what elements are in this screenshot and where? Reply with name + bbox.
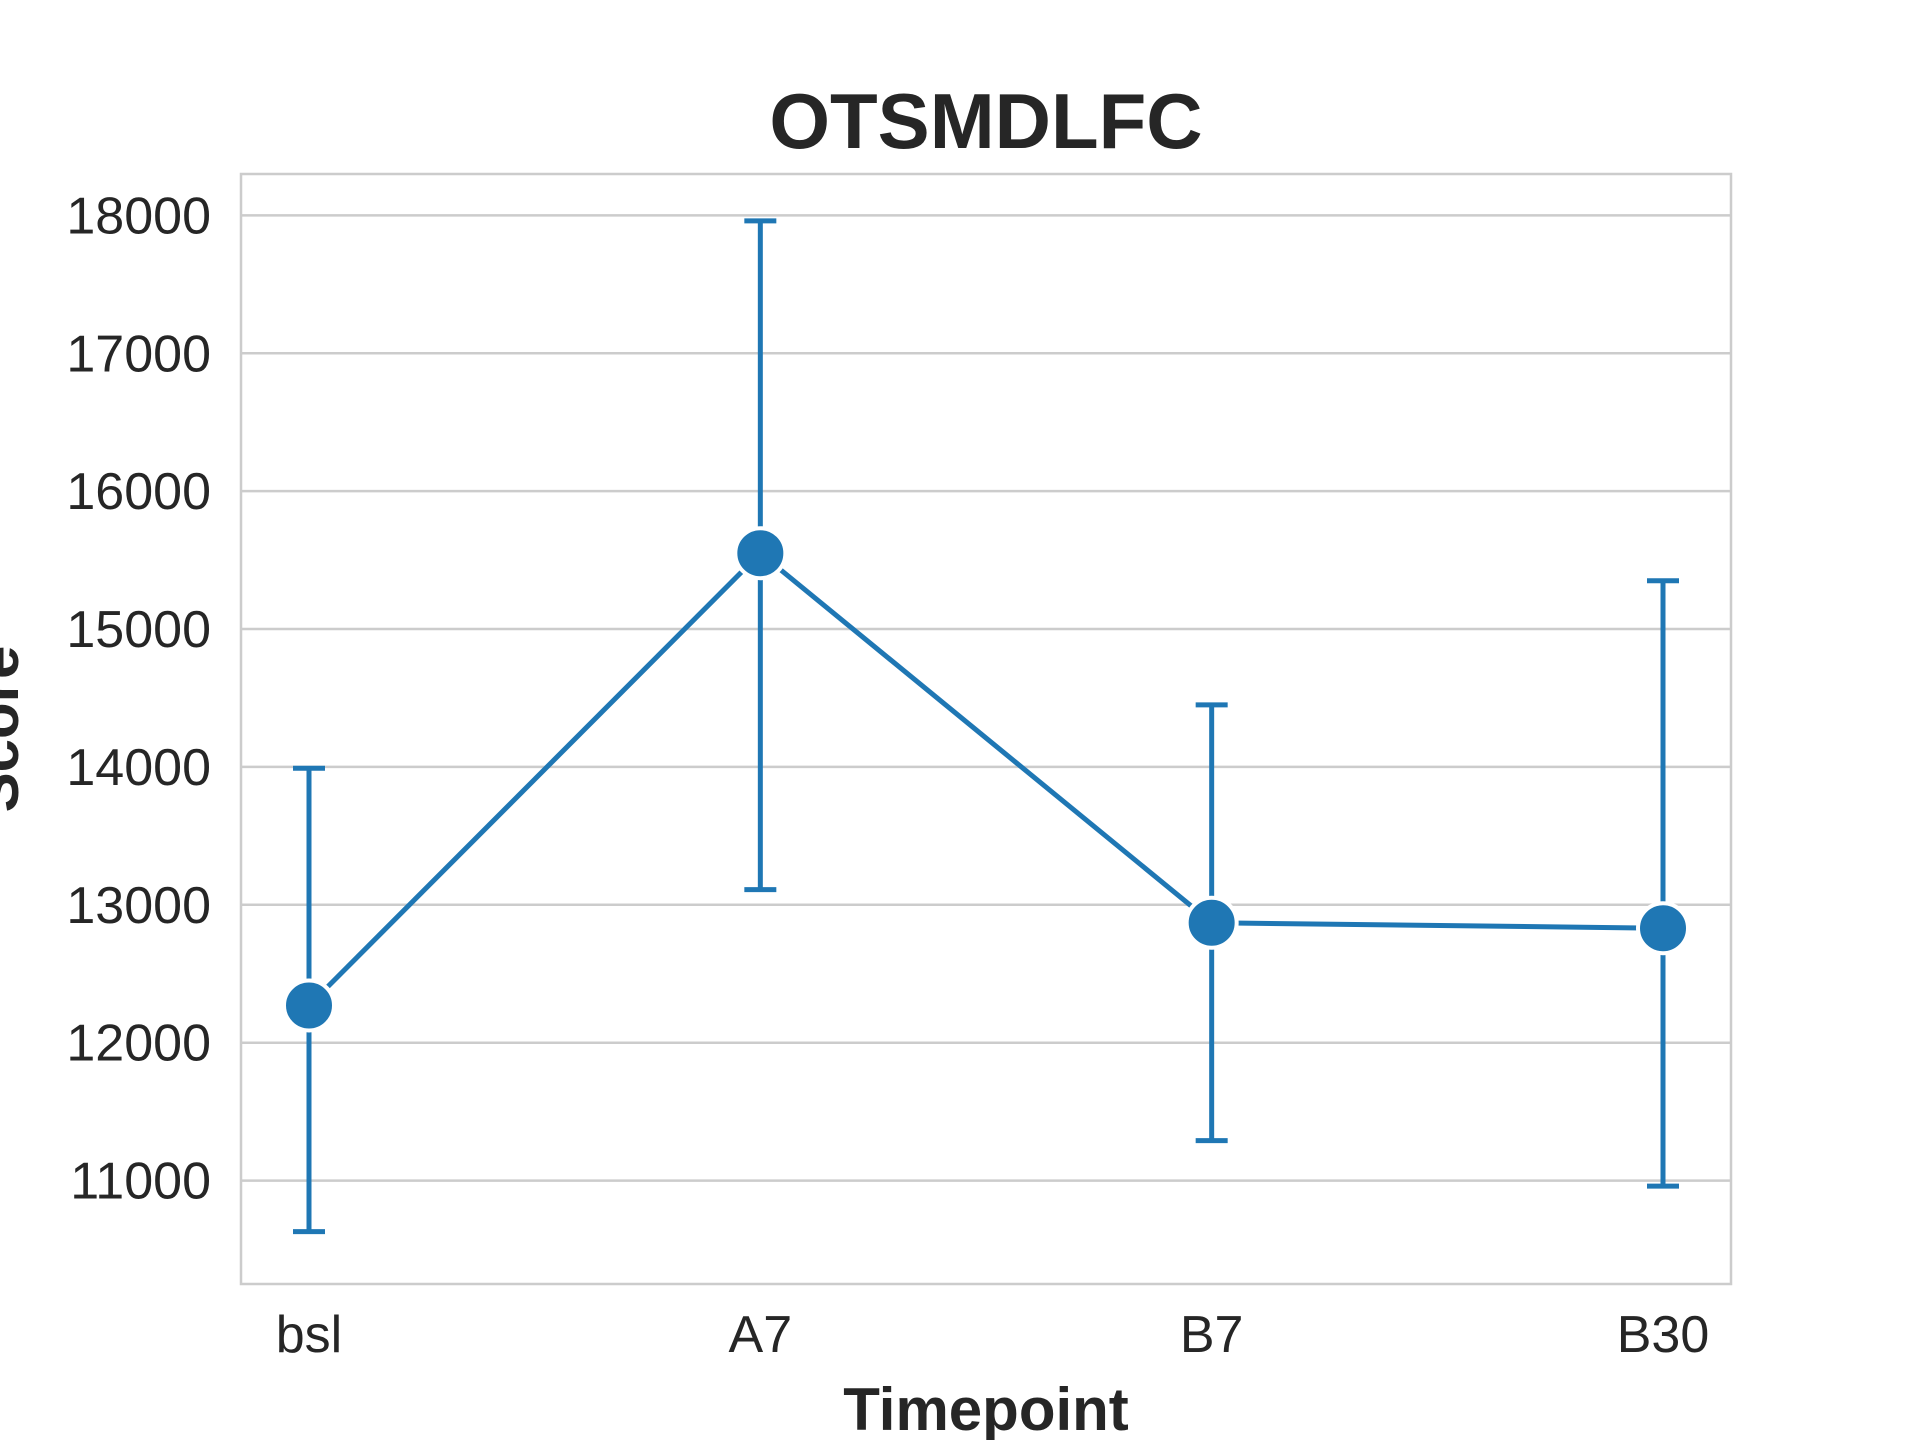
x-tick-label: B7 <box>1180 1306 1244 1364</box>
plot-area <box>239 172 1733 1286</box>
series-line-segment <box>1211 920 1664 931</box>
y-tick-label: 15000 <box>66 601 211 659</box>
x-tick-label: A7 <box>729 1306 793 1364</box>
series-points <box>282 526 1690 1033</box>
y-tick-label: 11000 <box>70 1153 211 1211</box>
x-tick-label: bsl <box>276 1306 342 1364</box>
y-tick-labels: 11000 12000 13000 14000 15000 16000 17000 18000 <box>66 187 211 1210</box>
x-tick-label: B30 <box>1617 1306 1710 1364</box>
data-point-A7 <box>733 526 788 581</box>
data-point-B30 <box>1636 901 1690 956</box>
data-point-B7 <box>1184 895 1239 950</box>
y-tick-label: 14000 <box>66 739 211 797</box>
y-axis-label: Score <box>0 646 31 813</box>
y-tick-label: 12000 <box>66 1015 211 1073</box>
y-tick-label: 17000 <box>66 325 211 383</box>
x-axis-label: Timepoint <box>843 1376 1129 1440</box>
data-point-bsl <box>282 978 336 1033</box>
y-tick-label: 16000 <box>66 463 211 521</box>
chart-title: OTSMDLFC <box>769 77 1202 165</box>
error-bar <box>1647 578 1679 1189</box>
series-lines <box>307 551 1664 1008</box>
series-line-segment <box>307 551 763 1008</box>
gridlines <box>241 214 1731 1182</box>
series-line-segment <box>758 551 1214 925</box>
x-tick-labels: bsl A7 B7 B30 <box>276 1306 1710 1364</box>
y-tick-label: 18000 <box>66 187 211 245</box>
y-tick-label: 13000 <box>66 877 211 935</box>
